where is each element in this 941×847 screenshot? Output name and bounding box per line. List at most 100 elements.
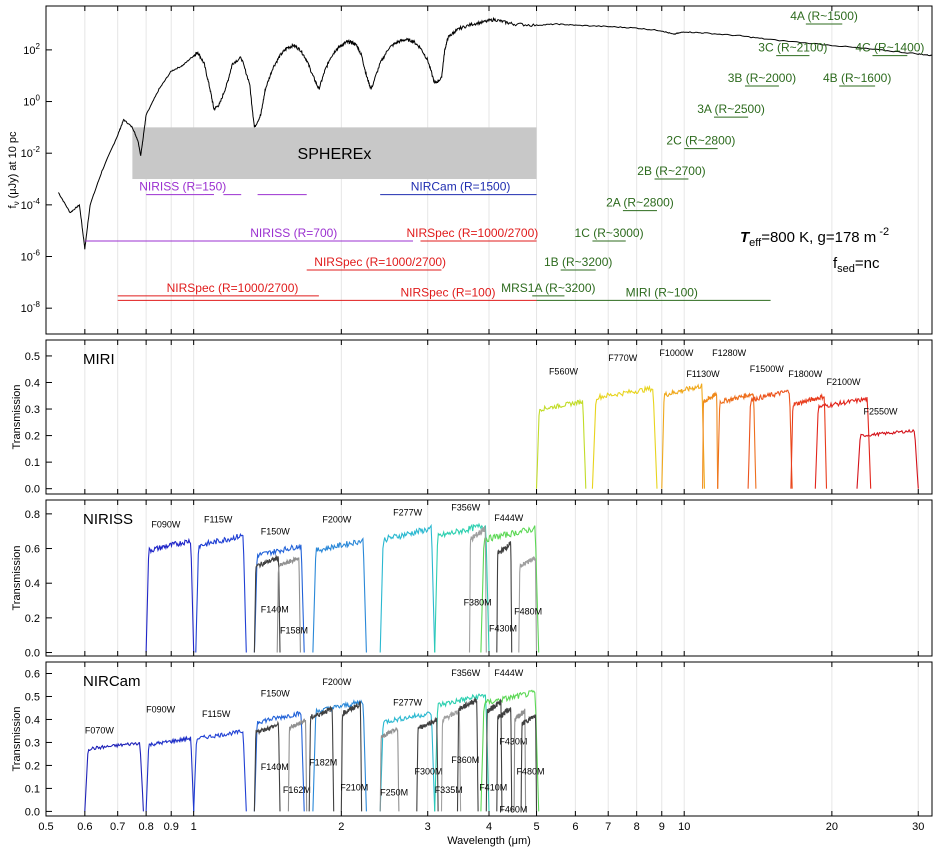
instrument-label: 3A (R~2500) [697,102,765,116]
NIRCam-ylabel: Transmission [11,707,23,772]
y-tick-mantissa: 10 [21,148,33,160]
filter-label: F480M [516,767,544,777]
fsed-subscript: sed [837,263,855,275]
filter-curve-f356w [434,522,490,653]
filter-label: F140M [261,762,289,772]
instrument-label: NIRSpec (R=1000/2700) [167,281,299,295]
x-tick-label: 0.6 [77,821,92,833]
teff-subscript: eff [749,237,762,249]
y-tick-label: 0.8 [25,509,40,521]
x-tick-label: 0.8 [138,821,153,833]
x-tick-labels: 0.5 0.6 0.7 0.8 0.9 1 2 3 4 5 6 7 8 9 10 20 30 [38,821,924,833]
filter-curve-f1000w [661,383,706,489]
y-tick-label: 0.0 [25,806,40,818]
filter-label: F250M [380,787,408,797]
filter-label: F356W [451,668,481,678]
fsed-annotation: fsed=nc [833,255,880,275]
x-tick-label: 2 [338,821,344,833]
instrument-label: NIRCam (R=1500) [411,180,511,194]
instrument-label: NIRSpec (R=1000/2700) [407,226,539,240]
instrument-label: 2C (R~2800) [666,134,735,148]
instrument-label: 3C (R~2100) [758,41,827,55]
y-tick-label: 0.2 [25,760,40,772]
filter-label: F356W [451,502,481,512]
filter-curve-f070w [84,741,144,812]
filter-curve-f1500w [747,389,793,489]
filter-curve-f182m [308,705,335,812]
filter-curve-f250m [379,726,400,812]
filter-label: F210M [340,783,368,793]
filter-curve-f360m [456,697,479,812]
y-tick-label: 0.1 [25,457,40,469]
filter-label: F115W [204,515,233,525]
filter-label: F200W [322,677,352,687]
filter-label: F115W [202,709,231,719]
x-tick-label: 3 [425,821,431,833]
NIRCam-xticks [45,662,919,816]
NIRISS-ylabel: Transmission [11,546,23,611]
NIRCam-gridlines [45,662,919,816]
y-tick-label: 0.4 [25,377,40,389]
filter-curve-f480m [520,714,538,812]
filter-curve-f444w [480,689,540,812]
filter-curve-f140m [253,720,281,812]
x-axis-label: Wavelength (μm) [447,835,531,847]
y-tick-mantissa: 10 [23,45,35,57]
filter-label: F1130W [686,369,720,379]
y-tick-label: 0.0 [25,484,40,496]
y-tick-label: 0.1 [25,783,40,795]
filter-label: F410M [479,783,507,793]
instrument-label: 2B (R~2700) [637,164,705,178]
filter-curve-f1800w [790,393,828,489]
y-tick-exponent: -2 [33,145,41,154]
filter-label: F770W [608,353,638,363]
instrument-label: NIRSpec (R=100) [400,285,495,299]
x-tick-label: 1 [191,821,197,833]
filter-curve-f2550w [856,428,919,489]
y-tick-mantissa: 10 [21,252,33,264]
instrument-label: 3B (R~2000) [728,71,796,85]
teff-value: =800 K, g=178 m [761,229,876,246]
y-tick-label: 0.3 [25,404,40,416]
filter-label: F335M [435,785,463,795]
x-tick-label: 4 [486,821,492,833]
filter-curve-f410m [485,698,503,812]
fsed-value: =nc [855,255,880,272]
instrument-label: 2A (R~2800) [606,196,674,210]
y-tick-label: 102 [23,42,40,57]
y-tick-label: 10-8 [21,300,41,315]
NIRCam-panel-label: NIRCam [83,673,141,690]
filter-label: F1500W [750,364,785,374]
ylabel-rest: (μJy) at 10 pc [7,131,19,201]
instrument-label: 1B (R~3200) [544,255,612,269]
NIRCam-frame [45,661,933,817]
instrument-label: MRS1A (R~3200) [501,281,595,295]
instrument-label: 4C (R~1400) [855,41,924,55]
filter-label: F182M [309,757,337,767]
filter-label: F360M [451,755,479,765]
y-tick-mantissa: 10 [21,303,33,315]
spectrum-ylabel: fν (μJy) at 10 pc [7,131,21,208]
filter-curve-f460m [513,708,527,812]
filter-curve-f2100w [814,396,872,489]
y-tick-exponent: -6 [33,249,41,258]
instrument-label: NIRISS (R=150) [139,180,226,194]
filter-curve-f335m [440,709,462,812]
filter-curve-f158m [276,556,301,653]
filter-curve-f115w [195,532,247,653]
spherex-band [132,127,537,180]
filter-curve-f444w [480,525,540,653]
y-tick-exponent: 2 [36,42,41,51]
NIRISS-yticks: 0.0 0.2 0.4 0.6 0.8 [25,509,52,660]
y-tick-mantissa: 10 [23,97,35,109]
filter-curve-f430m [496,541,513,653]
filter-label: F300M [415,767,443,777]
spectrum-frame [45,5,933,335]
filter-label: F380M [464,598,492,608]
filter-curve-f115w [193,729,247,812]
MIRI-filters: F560W F770W F1000W F1130W F1280WF1500WF1800W… [535,348,919,489]
filter-curve-f356w [434,693,490,812]
filter-curve-f140m [253,554,281,653]
